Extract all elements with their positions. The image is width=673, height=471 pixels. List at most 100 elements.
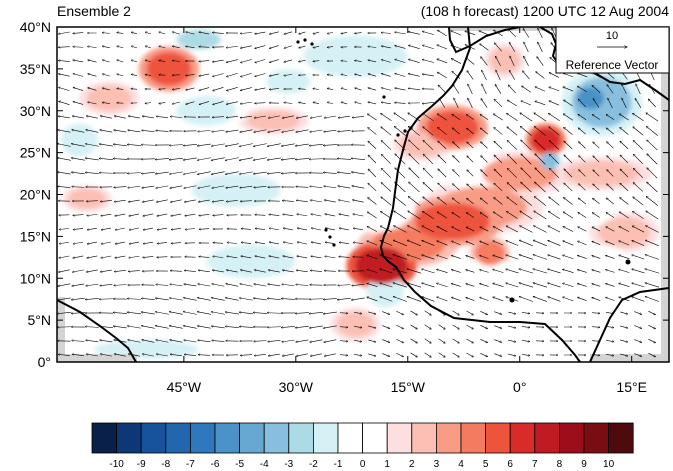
wind-vector-4 [117, 32, 124, 33]
wind-vector-573 [255, 215, 266, 216]
wind-vector-314 [240, 129, 253, 132]
anomaly-core-13 [247, 110, 300, 131]
wind-vector-512 [606, 184, 614, 191]
wind-vector-408 [351, 158, 365, 160]
wind-vector-98 [226, 59, 238, 63]
wind-vector-110 [395, 59, 406, 63]
wind-vector-550 [534, 196, 547, 206]
wind-vector-70 [437, 45, 448, 50]
wind-vector-431 [71, 172, 85, 175]
wind-vector-519 [100, 200, 112, 201]
wind-vector-976 [480, 339, 487, 342]
wind-vector-722 [533, 255, 548, 260]
wind-vector-51 [172, 46, 180, 49]
axis-ticks: 0° 5°N 10°N 15°N 20°N 25°N 30°N 35°N 40°N 45°W 30°… [20, 19, 669, 395]
wind-vector-567 [171, 213, 182, 216]
wind-vector-846 [466, 297, 475, 301]
wind-vector-373 [467, 142, 474, 149]
wind-vector-100 [255, 59, 266, 62]
wind-vector-382 [593, 142, 600, 149]
wind-vector-200 [453, 84, 460, 94]
wind-vector-535 [324, 200, 336, 203]
wind-vector-720 [506, 255, 519, 260]
wind-vector-204 [508, 85, 516, 94]
wind-vector-327 [423, 127, 434, 136]
wind-vector-25 [408, 32, 420, 35]
wind-vector-228 [240, 101, 252, 104]
island-madeira [382, 95, 386, 99]
wind-vector-670 [407, 240, 422, 247]
wind-vector-483 [198, 185, 211, 188]
wind-vector-28 [451, 31, 462, 36]
wind-vector-502 [467, 184, 474, 191]
wind-vector-362 [309, 144, 323, 145]
wind-vector-521 [128, 199, 140, 202]
wind-vector-11 [212, 32, 224, 34]
wind-vector-1022 [521, 354, 530, 355]
wind-vector-996 [156, 354, 168, 357]
anomaly-core-18 [336, 311, 375, 337]
wind-vector-891 [494, 311, 502, 315]
wind-vector-224 [186, 101, 195, 105]
wind-vector-584 [408, 211, 421, 220]
lat-tick-label-1: 5°N [28, 312, 52, 328]
wind-vector-810 [562, 283, 574, 288]
wind-vector-29 [465, 31, 476, 36]
colorbar-label-14: 4 [458, 459, 464, 470]
wind-vector-742 [212, 270, 224, 273]
lat-tick-label-5: 25°N [20, 145, 51, 161]
wind-vector-427 [620, 155, 629, 164]
wind-vector-484 [212, 185, 225, 188]
wind-vector-7 [159, 32, 166, 35]
wind-vector-104 [313, 61, 320, 62]
wind-vector-511 [593, 184, 600, 191]
wind-vector-923 [339, 327, 348, 328]
wind-vector-367 [381, 140, 392, 150]
wind-vector-583 [394, 211, 407, 220]
wind-vector-5 [131, 32, 138, 35]
wind-vector-673 [451, 241, 461, 246]
anomaly-core-37 [530, 127, 561, 153]
wind-vector-270 [226, 116, 238, 117]
wind-vector-557 [633, 197, 644, 206]
wind-vector-850 [519, 296, 534, 302]
wind-vector-469 [607, 170, 614, 177]
wind-vector-265 [156, 116, 168, 119]
wind-vector-89 [102, 60, 110, 63]
colorbar-swatch-0 [91, 422, 118, 454]
wind-vector-716 [451, 255, 461, 259]
wind-vector-278 [338, 115, 350, 118]
colorbar-swatch-3 [165, 422, 191, 454]
wind-vector-283 [408, 113, 421, 122]
wind-vector-955 [184, 340, 197, 343]
wind-vector-409 [368, 155, 377, 164]
wind-vector-387 [57, 158, 71, 161]
colorbar-swatch-8 [288, 422, 314, 454]
wind-vector-1006 [296, 353, 308, 356]
wind-vector-206 [535, 87, 546, 92]
wind-vector-949 [100, 340, 113, 343]
wind-vector-58 [269, 45, 279, 49]
wind-vector-15 [269, 31, 279, 34]
wind-vector-366 [368, 141, 377, 150]
wind-vector-749 [310, 270, 322, 272]
wind-vector-570 [213, 215, 224, 216]
wind-vector-774 [58, 283, 71, 286]
wind-vector-744 [240, 270, 252, 273]
wind-vector-838 [351, 297, 365, 300]
anomaly-core-33 [540, 152, 559, 170]
wind-vector-360 [281, 143, 295, 146]
wind-vector-457 [438, 169, 447, 178]
wind-vector-285 [437, 114, 448, 121]
wind-vector-1008 [324, 353, 336, 356]
wind-vector-653 [171, 243, 182, 244]
wind-vector-717 [466, 256, 475, 259]
wind-vector-458 [453, 170, 460, 177]
wind-vector-646 [73, 241, 84, 244]
wind-vector-623 [353, 228, 364, 231]
wind-vector-919 [281, 326, 295, 327]
wind-vector-563 [115, 213, 126, 216]
wind-vector-514 [633, 182, 644, 192]
wind-vector-175 [102, 88, 110, 91]
colorbar-label-0: -10 [109, 459, 124, 470]
